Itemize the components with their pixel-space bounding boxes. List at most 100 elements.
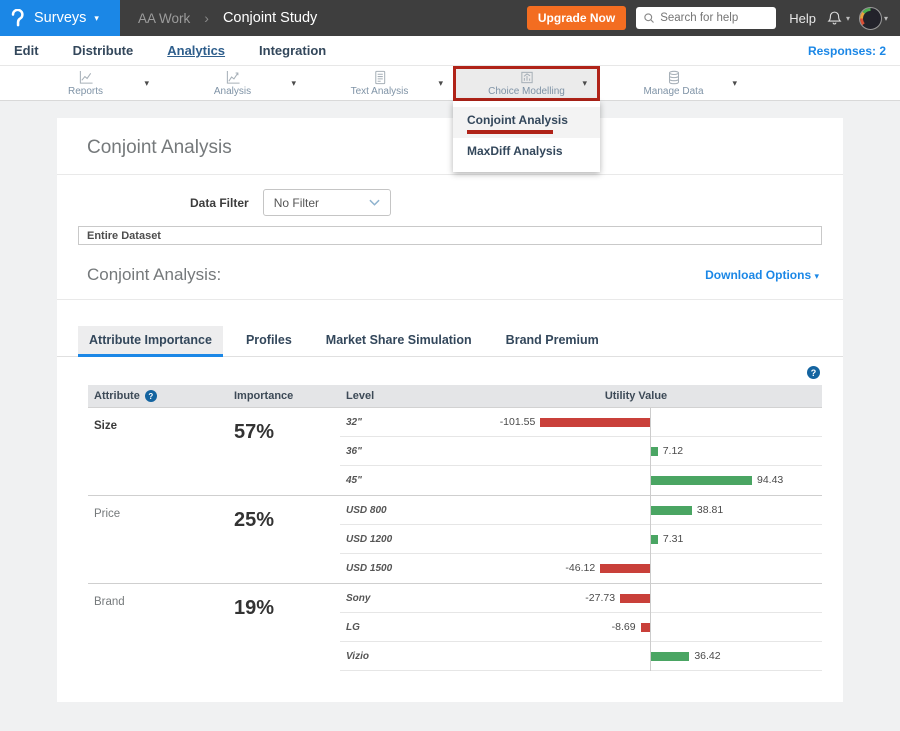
search-icon [643, 12, 655, 24]
toolbar-item-manage-data[interactable]: Manage Data ▾ [600, 66, 747, 101]
chevron-down-icon: ▾ [845, 13, 850, 23]
level-row: 45" 94.43 [340, 466, 822, 495]
notifications-button[interactable]: ▾ [826, 10, 850, 27]
tab-attribute-importance[interactable]: Attribute Importance [78, 326, 223, 357]
account-menu[interactable]: ▾ [858, 6, 888, 30]
utility-bar [620, 594, 650, 603]
attribute-help-icon[interactable]: ? [144, 390, 157, 402]
utility-bar [600, 564, 650, 573]
nav-item-edit[interactable]: Edit [14, 43, 39, 58]
chevron-down-icon: ▾ [94, 12, 99, 23]
choice-modelling-icon [519, 70, 535, 85]
menu-item-conjoint-analysis[interactable]: Conjoint Analysis [453, 107, 600, 138]
conjoint-analysis-card: Conjoint Analysis Data Filter No Filter … [57, 118, 843, 702]
conjoint-table: Attribute? Importance Level Utility Valu… [88, 385, 822, 671]
level-label: 32" [346, 416, 362, 428]
utility-bar-cell: 36.42 [450, 642, 822, 670]
level-label: LG [346, 621, 360, 633]
analysis-chart-icon [225, 70, 241, 85]
utility-bar-cell: -46.12 [450, 554, 822, 583]
nav-item-analytics[interactable]: Analytics [167, 43, 226, 58]
utility-value-label: -8.69 [611, 621, 636, 633]
chevron-down-icon: ▾ [438, 77, 443, 88]
toolbar-item-choice-modelling[interactable]: Choice Modelling ▾ [453, 66, 600, 101]
table-help-icon[interactable]: ? [807, 366, 820, 379]
toolbar-item-label: Reports [67, 86, 103, 97]
menu-item-label: MaxDiff Analysis [467, 144, 563, 158]
tab-market-share-simulation[interactable]: Market Share Simulation [325, 333, 472, 347]
attribute-name: Size [94, 420, 118, 432]
level-label: Vizio [346, 650, 369, 662]
tab-profiles[interactable]: Profiles [245, 333, 292, 347]
toolbar-item-label: Analysis [213, 86, 252, 97]
tabs-row: Attribute Importance Profiles Market Share… [57, 300, 843, 357]
level-label: 45" [346, 475, 362, 486]
tab-brand-premium[interactable]: Brand Premium [505, 333, 599, 347]
level-label: USD 1500 [346, 563, 393, 574]
choice-modelling-menu: Conjoint Analysis MaxDiff Analysis [453, 101, 600, 172]
utility-bar-cell: 94.43 [450, 466, 822, 495]
utility-value-label: 7.31 [662, 533, 684, 545]
nav-item-distribute[interactable]: Distribute [72, 43, 134, 58]
chevron-down-icon: ▾ [814, 271, 819, 281]
utility-bar [650, 447, 658, 456]
toolbar-item-reports[interactable]: Reports ▾ [12, 66, 159, 101]
breadcrumb-separator-icon: › [204, 10, 209, 26]
column-header-utility-value: Utility Value [604, 390, 668, 402]
download-options-button[interactable]: Download Options ▾ [705, 268, 819, 282]
level-row: Vizio 36.42 [340, 642, 822, 671]
nav-item-integration[interactable]: Integration [259, 43, 327, 58]
product-name: Surveys [34, 10, 87, 26]
toolbar-item-text-analysis[interactable]: Text Analysis ▾ [306, 66, 453, 101]
utility-value-label: 94.43 [756, 474, 784, 486]
utility-bar-cell: 38.81 [450, 496, 822, 524]
menu-item-maxdiff-analysis[interactable]: MaxDiff Analysis [453, 138, 600, 162]
chevron-down-icon: ▾ [144, 77, 149, 88]
breadcrumb-workspace[interactable]: AA Work [138, 10, 191, 26]
section-heading: Conjoint Analysis: [87, 265, 222, 284]
chevron-down-icon: ▾ [291, 77, 296, 88]
database-icon [666, 70, 682, 85]
level-label: USD 800 [346, 504, 387, 516]
upgrade-now-button[interactable]: Upgrade Now [526, 6, 627, 30]
avatar [858, 6, 882, 30]
level-label: 36" [346, 445, 362, 457]
utility-bar [540, 418, 650, 427]
level-row: 32" -101.55 [340, 408, 822, 437]
toolbar-item-label: Text Analysis [350, 86, 409, 97]
column-header-level: Level [346, 390, 375, 402]
search-input[interactable] [660, 12, 770, 24]
reports-chart-icon [78, 70, 94, 85]
level-row: 36" 7.12 [340, 437, 822, 466]
utility-bar [650, 476, 752, 485]
page-title: Conjoint Analysis [87, 137, 232, 158]
level-row: USD 800 38.81 [340, 496, 822, 525]
table-header: Attribute? Importance Level Utility Valu… [88, 385, 822, 408]
level-label: USD 1200 [346, 533, 393, 545]
utility-bar [640, 623, 650, 632]
importance-value: 25% [234, 509, 275, 531]
chevron-down-icon [369, 199, 380, 206]
breadcrumb-survey-title: Conjoint Study [222, 10, 318, 26]
utility-bar-cell: 7.31 [450, 525, 822, 553]
attribute-group-brand: Brand 19% Sony -27.73 LG -8.69 Vizio 36.42 [88, 583, 822, 671]
responses-count[interactable]: Responses: 2 [807, 43, 886, 58]
level-row: LG -8.69 [340, 613, 822, 642]
level-row: USD 1200 7.31 [340, 525, 822, 554]
attribute-group-price: Price 25% USD 800 38.81 USD 1200 7.31 USD 1500… [88, 495, 822, 583]
breadcrumb: AA Work › Conjoint Study [138, 10, 317, 26]
importance-value: 19% [234, 597, 275, 619]
level-row: USD 1500 -46.12 [340, 554, 822, 583]
help-link[interactable]: Help [789, 10, 816, 26]
product-switcher[interactable]: Surveys ▾ [0, 0, 120, 36]
analytics-toolbar: Reports ▾ Analysis ▾ Text Analysis ▾ Choice Mo… [0, 66, 900, 172]
data-filter-label: Data Filter [190, 195, 249, 210]
data-filter-value: No Filter [273, 195, 320, 210]
data-filter-select[interactable]: No Filter [262, 189, 391, 216]
text-analysis-icon [372, 70, 388, 85]
dataset-banner: Entire Dataset [78, 226, 822, 245]
utility-bar [650, 506, 692, 515]
help-search[interactable] [636, 7, 777, 29]
toolbar-item-analysis[interactable]: Analysis ▾ [159, 66, 306, 101]
attribute-name: Brand [94, 596, 125, 608]
